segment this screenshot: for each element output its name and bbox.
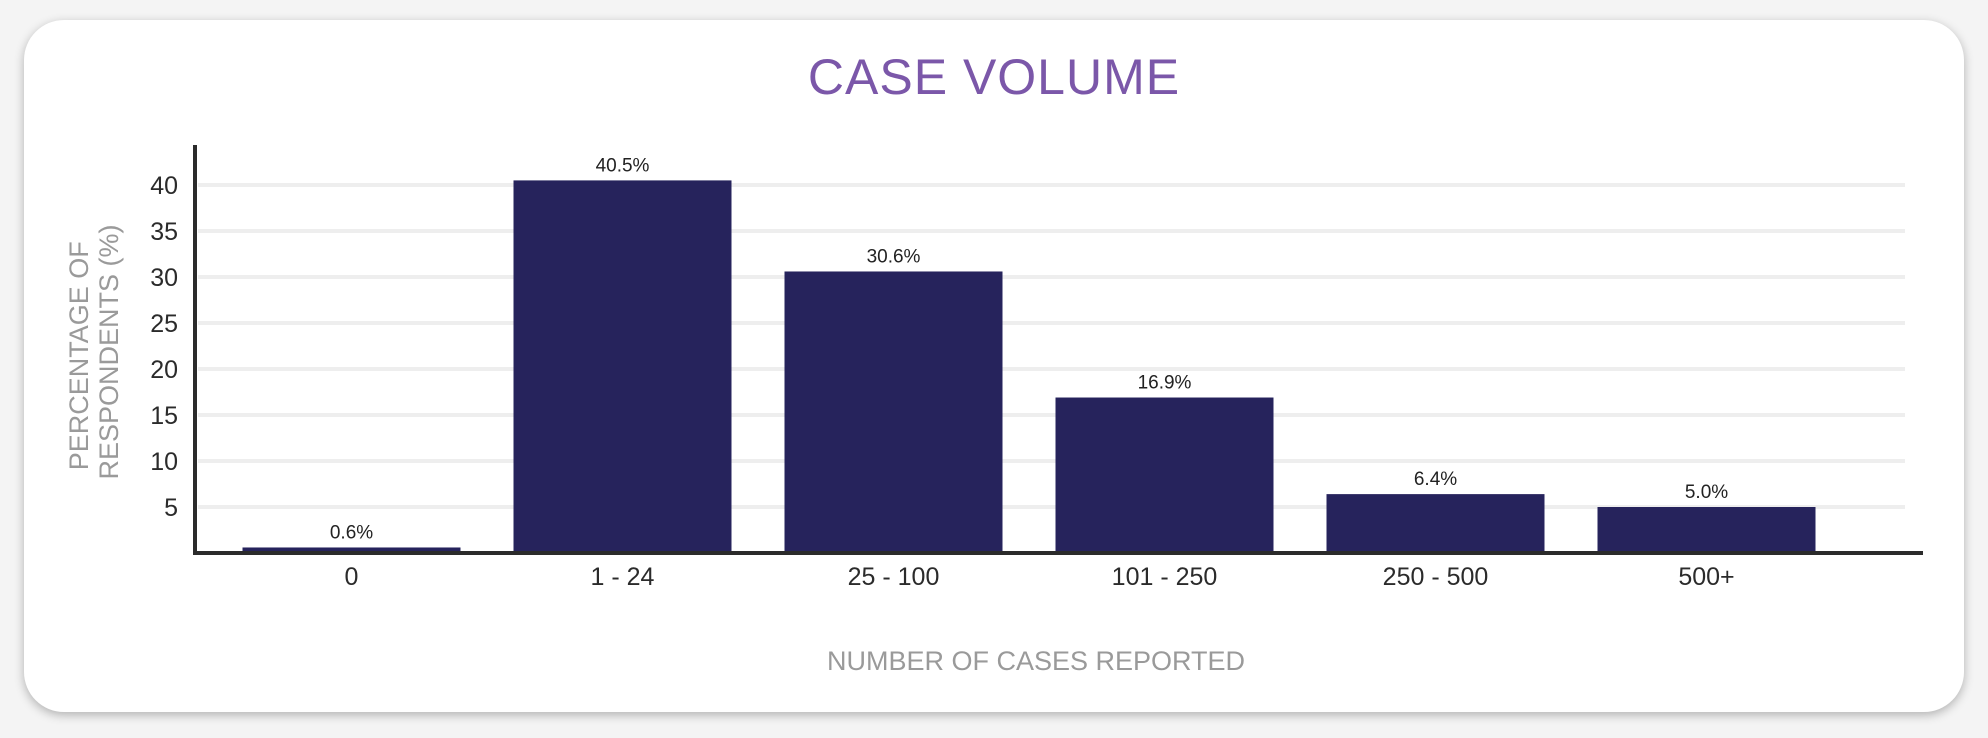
bar-250-500: [1326, 494, 1545, 553]
x-tick-labels: 0 1 - 24 25 - 100 101 - 250 250 - 500 500+: [345, 563, 1735, 591]
gridlines: [198, 183, 1905, 509]
data-label: 16.9%: [1138, 373, 1192, 394]
data-label: 30.6%: [867, 246, 921, 267]
y-tick-label: 5: [164, 494, 178, 522]
y-tick-label: 35: [150, 218, 178, 246]
bar-101-250: [1055, 397, 1274, 553]
y-axis-title-line-2: RESPONDENTS (%): [94, 224, 124, 479]
bar-1-24: [513, 180, 732, 553]
bar-25-100: [784, 271, 1003, 553]
bars: [242, 180, 1816, 553]
x-axis-title: NUMBER OF CASES REPORTED: [827, 646, 1245, 676]
y-tick-labels: 5 10 15 20 25 30 35 40: [150, 172, 178, 522]
data-label: 6.4%: [1414, 469, 1457, 490]
data-labels: 0.6% 40.5% 30.6% 16.9% 6.4% 5.0%: [330, 155, 1728, 543]
bar-500plus: [1597, 507, 1816, 553]
data-label: 40.5%: [596, 155, 650, 176]
data-label: 0.6%: [330, 522, 373, 543]
y-tick-label: 10: [150, 448, 178, 476]
x-tick-label: 1 - 24: [591, 563, 655, 591]
x-tick-label: 0: [345, 563, 359, 591]
x-tick-label: 250 - 500: [1383, 563, 1489, 591]
x-tick-label: 101 - 250: [1112, 563, 1218, 591]
y-tick-label: 40: [150, 172, 178, 200]
bar-0: [242, 547, 461, 553]
y-tick-label: 15: [150, 402, 178, 430]
data-label: 5.0%: [1685, 482, 1728, 503]
y-tick-label: 25: [150, 310, 178, 338]
chart-title: CASE VOLUME: [807, 49, 1181, 105]
y-axis-title-line-1: PERCENTAGE OF: [64, 241, 94, 470]
x-tick-label: 25 - 100: [848, 563, 940, 591]
x-tick-label: 500+: [1678, 563, 1734, 591]
y-tick-label: 30: [150, 264, 178, 292]
y-axis-title: PERCENTAGE OF RESPONDENTS (%): [64, 224, 124, 479]
y-tick-label: 20: [150, 356, 178, 384]
